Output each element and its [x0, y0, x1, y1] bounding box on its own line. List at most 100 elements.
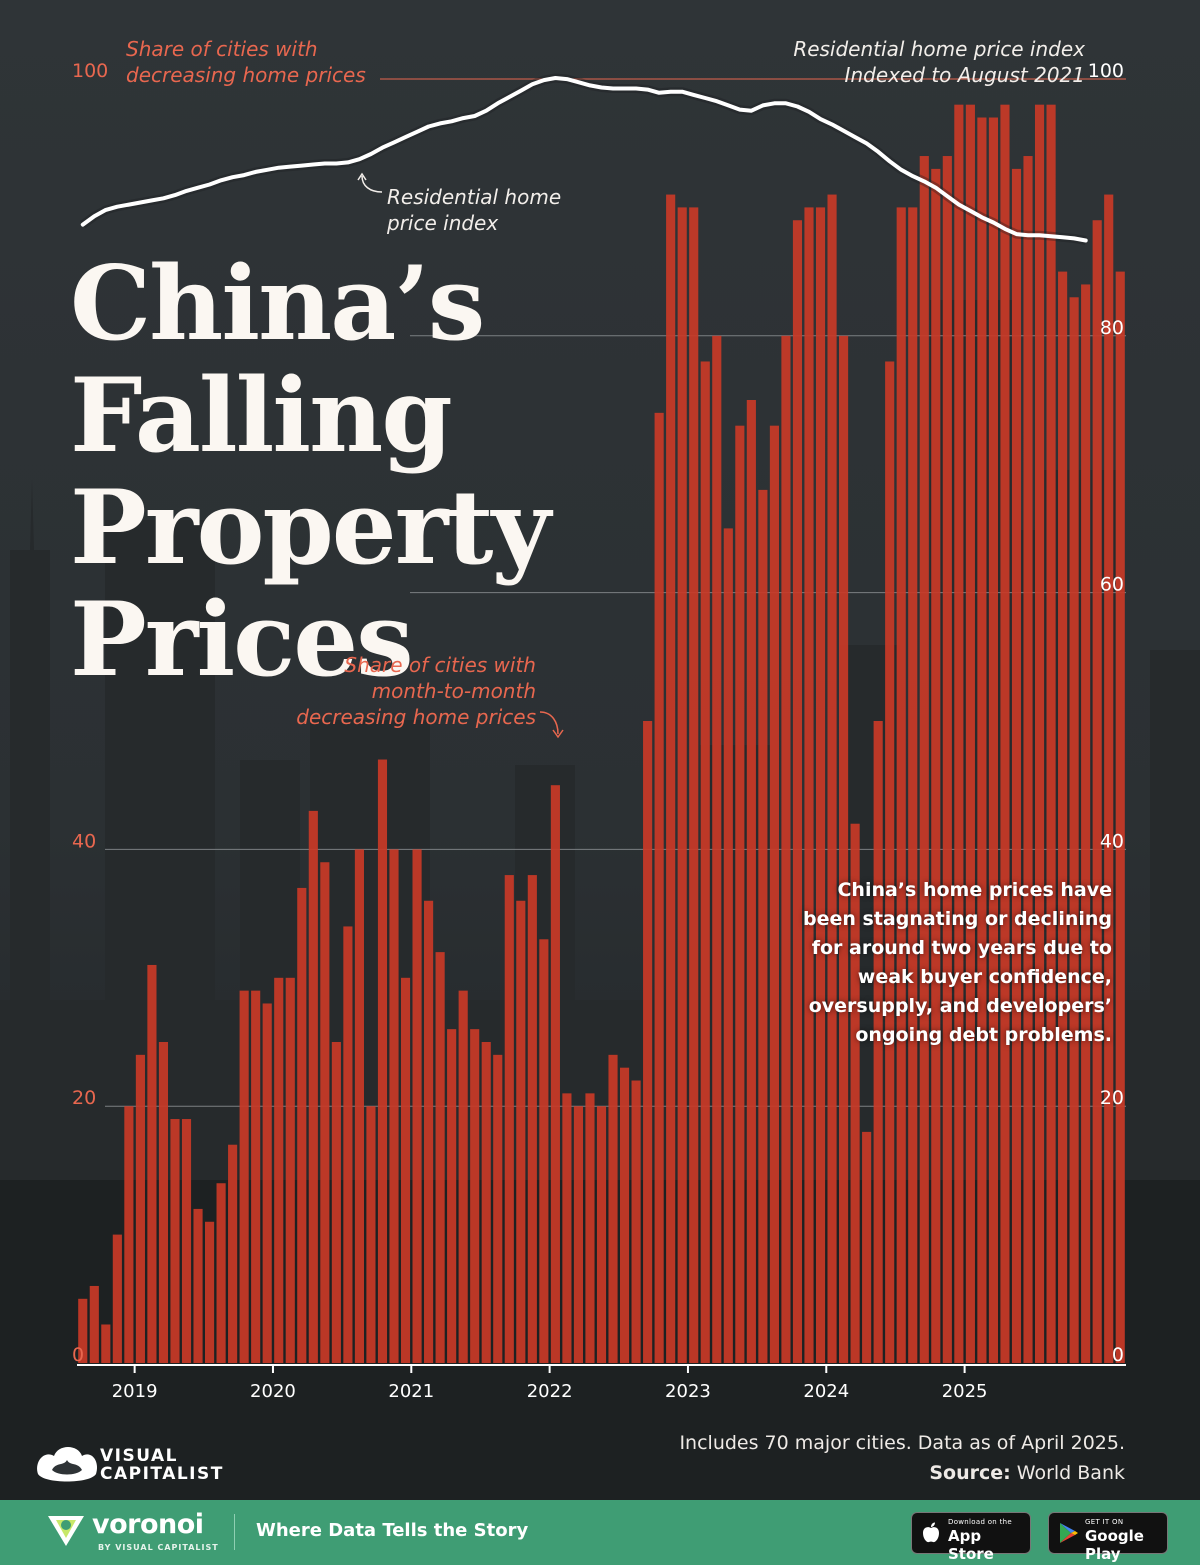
bar — [643, 721, 653, 1363]
x-tick-label: 2025 — [942, 1381, 988, 1402]
bar — [1069, 297, 1079, 1363]
bar — [135, 1054, 145, 1363]
bar — [585, 1093, 595, 1363]
bar — [746, 400, 756, 1363]
callout-text: China’s home prices have been stagnating… — [803, 879, 1112, 1046]
bar — [1000, 104, 1010, 1363]
google-play-button[interactable]: GET IT ON Google Play — [1048, 1512, 1168, 1563]
bar — [619, 1067, 630, 1363]
x-tick-label: 2023 — [665, 1381, 711, 1402]
bar — [181, 1119, 192, 1363]
bar — [931, 168, 941, 1363]
right-y-tick-label: 100 — [1088, 60, 1124, 82]
bar — [320, 862, 330, 1363]
bar — [458, 990, 468, 1363]
bar — [804, 207, 814, 1363]
source-label: Source: — [929, 1462, 1011, 1484]
title-line: Property — [70, 468, 551, 588]
bar — [400, 977, 411, 1363]
bar — [470, 1029, 480, 1363]
bar — [331, 1042, 341, 1363]
bar — [285, 977, 295, 1363]
bar — [965, 104, 975, 1363]
bar — [239, 990, 249, 1363]
bar — [435, 952, 445, 1363]
bar — [631, 1080, 641, 1363]
right-y-tick-label: 40 — [1100, 830, 1124, 852]
data-note: Includes 70 major cities. Data as of Apr… — [679, 1432, 1125, 1454]
bar — [1115, 271, 1125, 1364]
bar — [850, 823, 860, 1363]
bar — [1092, 220, 1102, 1364]
bar — [781, 335, 791, 1363]
x-tick-label: 2024 — [803, 1381, 849, 1402]
bar — [723, 528, 733, 1363]
bar — [792, 220, 803, 1364]
bar — [654, 412, 664, 1364]
source-value: World Bank — [1016, 1462, 1125, 1484]
voronoi-byline: BY VISUAL CAPITALIST — [98, 1543, 219, 1552]
bar — [297, 887, 307, 1363]
bar — [596, 1106, 607, 1363]
bar — [354, 849, 364, 1363]
bar — [735, 425, 745, 1363]
bar — [550, 785, 560, 1363]
title-line: Falling — [70, 356, 453, 476]
x-tick-label: 2019 — [112, 1381, 158, 1402]
bar — [666, 194, 676, 1363]
voronoi-wordmark: voronoi — [92, 1509, 204, 1540]
bar — [712, 335, 722, 1363]
bar — [896, 207, 906, 1363]
bars-label: Share of cities with month-to-month decr… — [296, 653, 536, 729]
bar — [147, 964, 157, 1363]
tagline: Where Data Tells the Story — [256, 1520, 529, 1541]
right-axis-label: Residential home price index Indexed to … — [793, 37, 1085, 87]
google-play-small-label: GET IT ON — [1085, 1518, 1124, 1526]
bar — [193, 1208, 203, 1363]
bar — [412, 849, 422, 1363]
bar — [1081, 284, 1091, 1364]
bar — [424, 900, 434, 1363]
bar — [827, 194, 837, 1363]
title-line: China’s — [70, 244, 485, 364]
app-store-button[interactable]: Download on the App Store — [911, 1512, 1031, 1563]
bar — [908, 207, 918, 1363]
vc-line: VISUAL — [100, 1446, 178, 1466]
bar — [124, 1106, 134, 1363]
bar — [228, 1144, 238, 1363]
bar — [274, 977, 284, 1363]
arrow-icon — [539, 711, 564, 739]
bar — [158, 1042, 169, 1363]
bar — [873, 721, 883, 1363]
bar — [700, 361, 710, 1364]
apple-icon — [923, 1522, 939, 1543]
bar — [78, 1298, 88, 1363]
footnote: Includes 70 major cities. Data as of Apr… — [679, 1428, 1125, 1488]
index-line-label: Residential home price index — [387, 185, 562, 235]
bar — [481, 1042, 491, 1363]
bar — [504, 875, 514, 1363]
bar — [516, 900, 526, 1363]
bar — [769, 425, 779, 1363]
bar — [758, 489, 768, 1363]
right-y-tick-label: 60 — [1100, 574, 1124, 596]
bar — [101, 1324, 111, 1363]
bar — [942, 156, 952, 1363]
right-y-tick-label: 20 — [1100, 1087, 1124, 1109]
bar — [977, 117, 987, 1363]
bar — [308, 810, 318, 1363]
visual-capitalist-logo-icon — [37, 1447, 98, 1482]
bar — [205, 1221, 215, 1363]
left-axis-label: Share of cities with decreasing home pri… — [126, 37, 366, 87]
bar — [689, 207, 699, 1363]
bar — [112, 1234, 122, 1363]
bar — [377, 759, 388, 1363]
bar — [1023, 156, 1033, 1363]
bar — [170, 1119, 180, 1363]
bar — [954, 104, 964, 1363]
x-tick-label: 2020 — [250, 1381, 296, 1402]
bar — [919, 156, 929, 1363]
chart-area: 2019 2020 2021 2022 2023 2024 2025 0 20 40 100 0 20 4… — [72, 60, 1126, 1402]
bar — [562, 1093, 572, 1363]
bar — [885, 361, 895, 1364]
